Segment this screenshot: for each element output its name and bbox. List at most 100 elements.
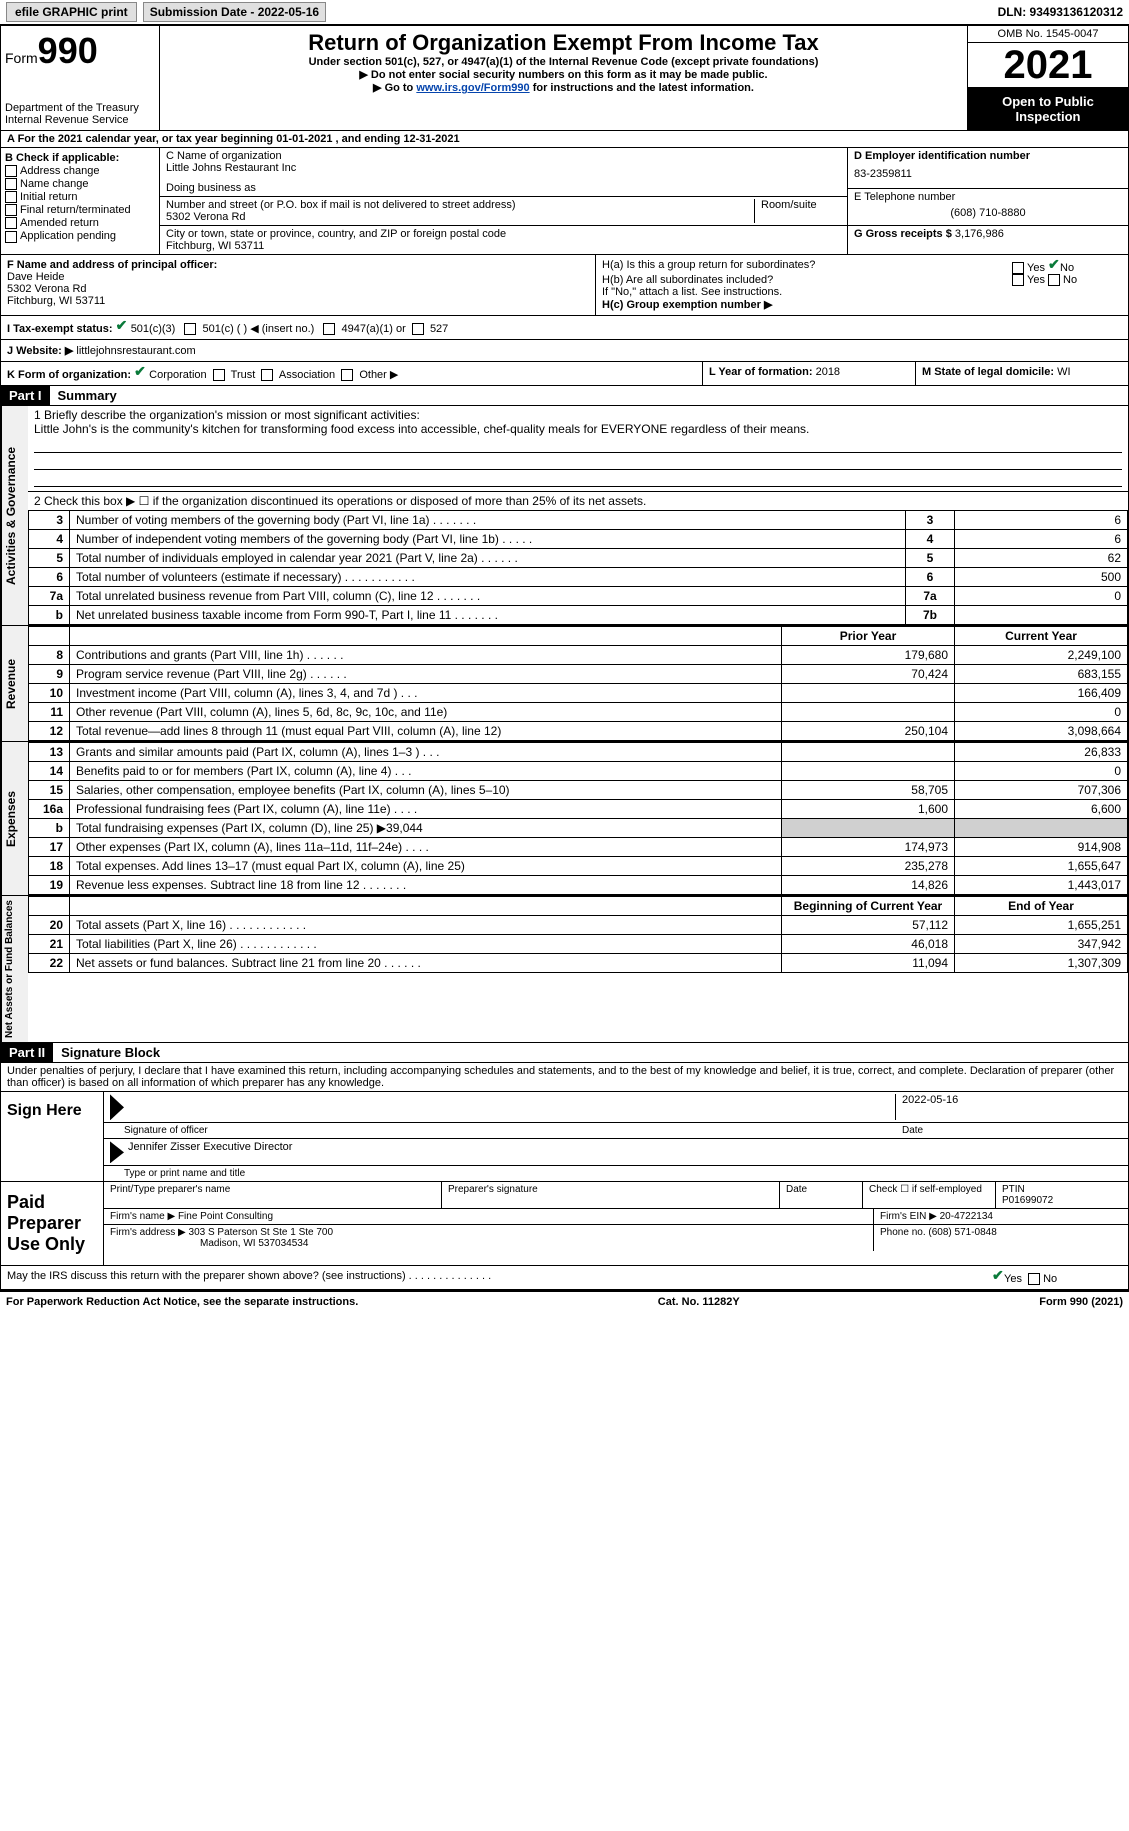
table-row: 15Salaries, other compensation, employee… <box>29 781 1128 800</box>
ein-value: 83-2359811 <box>854 162 1122 186</box>
footer-left: For Paperwork Reduction Act Notice, see … <box>6 1296 358 1308</box>
year-formation: L Year of formation: 2018 <box>702 362 915 385</box>
chk-label: Amended return <box>20 217 99 229</box>
address-label: Number and street (or P.O. box if mail i… <box>166 199 748 211</box>
header-left: Form990 Department of the Treasury Inter… <box>1 26 160 130</box>
col-d-ein: D Employer identification number 83-2359… <box>847 148 1128 254</box>
firm-name-cell: Firm's name ▶ Fine Point Consulting <box>104 1209 874 1224</box>
org-name: Little Johns Restaurant Inc <box>166 162 841 174</box>
vert-activities-governance: Activities & Governance <box>1 406 28 625</box>
ptin-cell: PTIN P01699072 <box>996 1182 1128 1208</box>
self-employed-check[interactable]: Check ☐ if self-employed <box>863 1182 996 1208</box>
table-row: 12Total revenue—add lines 8 through 11 (… <box>29 722 1128 741</box>
row-klm: K Form of organization: Corporation Trus… <box>0 362 1129 386</box>
city-cell: City or town, state or province, country… <box>160 226 847 254</box>
chk-address-change[interactable]: Address change <box>5 165 155 177</box>
city-label: City or town, state or province, country… <box>166 228 841 240</box>
org-name-label: C Name of organization <box>166 150 841 162</box>
row-a-tax-year: A For the 2021 calendar year, or tax yea… <box>0 131 1129 148</box>
opt-association: Association <box>279 369 335 381</box>
b-label: B Check if applicable: <box>5 152 155 164</box>
corp-check-icon <box>134 366 146 378</box>
table-net-assets: Beginning of Current YearEnd of Year20To… <box>28 896 1128 973</box>
opt-4947: 4947(a)(1) or <box>342 323 406 335</box>
m-label: M State of legal domicile: <box>922 366 1054 378</box>
sig-officer-label: Signature of officer <box>124 1125 896 1136</box>
table-row: 19Revenue less expenses. Subtract line 1… <box>29 876 1128 895</box>
form-subtitle-2: ▶ Do not enter social security numbers o… <box>164 68 963 81</box>
ha-label: H(a) Is this a group return for subordin… <box>602 259 1012 274</box>
prep-sig-label: Preparer's signature <box>442 1182 780 1208</box>
table-row: bNet unrelated business taxable income f… <box>29 606 1128 625</box>
vert-expenses: Expenses <box>1 742 28 895</box>
firm-address-cell: Firm's address ▶ 303 S Paterson St Ste 1… <box>104 1225 874 1251</box>
gross-label: G Gross receipts $ <box>854 228 952 240</box>
gross-value: 3,176,986 <box>955 228 1004 240</box>
l-value: 2018 <box>816 366 840 378</box>
chk-label: Final return/terminated <box>20 204 131 216</box>
tel-cell: E Telephone number (608) 710-8880 <box>848 189 1128 226</box>
part1-header-row: Part I Summary <box>0 386 1129 406</box>
part2-header: Part II <box>1 1043 53 1062</box>
form-of-org: K Form of organization: Corporation Trus… <box>1 362 702 385</box>
yes-label: Yes <box>1027 274 1045 286</box>
efile-print-button[interactable]: efile GRAPHIC print <box>6 2 137 22</box>
footer: For Paperwork Reduction Act Notice, see … <box>0 1290 1129 1312</box>
no-label: No <box>1043 1273 1057 1285</box>
arrow-icon <box>110 1094 124 1120</box>
firm-name: Fine Point Consulting <box>178 1211 273 1222</box>
i-label: I Tax-exempt status: <box>7 323 113 335</box>
no-check-icon <box>1048 259 1060 271</box>
table-header-row: Beginning of Current YearEnd of Year <box>29 897 1128 916</box>
table-row: 18Total expenses. Add lines 13–17 (must … <box>29 857 1128 876</box>
firm-addr-label: Firm's address ▶ <box>110 1227 186 1238</box>
opt-501c: 501(c) ( ) ◀ (insert no.) <box>203 323 315 335</box>
line2: 2 Check this box ▶ ☐ if the organization… <box>28 492 1128 510</box>
table-row: 5Total number of individuals employed in… <box>29 549 1128 568</box>
col-c-org-info: C Name of organization Little Johns Rest… <box>160 148 847 254</box>
arrow-icon <box>110 1141 124 1163</box>
ein-cell: D Employer identification number 83-2359… <box>848 148 1128 189</box>
table-row: 14Benefits paid to or for members (Part … <box>29 762 1128 781</box>
dept-treasury: Department of the Treasury <box>5 102 155 114</box>
irs-link[interactable]: www.irs.gov/Form990 <box>416 82 529 94</box>
chk-name-change[interactable]: Name change <box>5 178 155 190</box>
chk-amended-return[interactable]: Amended return <box>5 217 155 229</box>
city: Fitchburg, WI 53711 <box>166 240 841 252</box>
officer-typed-name: Jennifer Zisser Executive Director <box>128 1141 1122 1163</box>
table-row: 22Net assets or fund balances. Subtract … <box>29 954 1128 973</box>
table-row: 17Other expenses (Part IX, column (A), l… <box>29 838 1128 857</box>
prep-date-label: Date <box>780 1182 863 1208</box>
discuss-row: May the IRS discuss this return with the… <box>0 1266 1129 1290</box>
table-row: 13Grants and similar amounts paid (Part … <box>29 743 1128 762</box>
top-bar: efile GRAPHIC print Submission Date - 20… <box>0 0 1129 25</box>
yes-label: Yes <box>1004 1273 1022 1285</box>
h-group-return: H(a) Is this a group return for subordin… <box>595 255 1128 315</box>
f-label: F Name and address of principal officer: <box>7 259 589 271</box>
tax-exempt-status: I Tax-exempt status: 501(c)(3) 501(c) ( … <box>1 316 1128 339</box>
footer-right: Form 990 (2021) <box>1039 1296 1123 1308</box>
chk-final-return[interactable]: Final return/terminated <box>5 204 155 216</box>
table-row: 21Total liabilities (Part X, line 26) . … <box>29 935 1128 954</box>
table-row: 7aTotal unrelated business revenue from … <box>29 587 1128 606</box>
paid-preparer-section: Paid Preparer Use Only Print/Type prepar… <box>0 1182 1129 1266</box>
gross-cell: G Gross receipts $ 3,176,986 <box>848 226 1128 242</box>
header-center: Return of Organization Exempt From Incom… <box>160 26 967 130</box>
table-header-row: Prior YearCurrent Year <box>29 627 1128 646</box>
chk-label: Application pending <box>20 230 116 242</box>
type-name-label: Type or print name and title <box>104 1166 1128 1181</box>
tel-label: E Telephone number <box>854 191 1122 203</box>
net-assets-block: Net Assets or Fund Balances Beginning of… <box>0 896 1129 1043</box>
form-number: Form990 <box>5 30 155 72</box>
table-row: 20Total assets (Part X, line 16) . . . .… <box>29 916 1128 935</box>
form-num: 990 <box>38 30 98 71</box>
row-j-website: J Website: ▶ littlejohnsrestaurant.com <box>0 340 1129 362</box>
website-row: J Website: ▶ littlejohnsrestaurant.com <box>1 340 1128 361</box>
table-row: 6Total number of volunteers (estimate if… <box>29 568 1128 587</box>
phone-value: (608) 571-0848 <box>928 1227 996 1238</box>
firm-ein: 20-4722134 <box>940 1211 993 1222</box>
paid-preparer-label: Paid Preparer Use Only <box>1 1182 104 1265</box>
part1-title: Summary <box>50 388 117 403</box>
chk-initial-return[interactable]: Initial return <box>5 191 155 203</box>
chk-application-pending[interactable]: Application pending <box>5 230 155 242</box>
